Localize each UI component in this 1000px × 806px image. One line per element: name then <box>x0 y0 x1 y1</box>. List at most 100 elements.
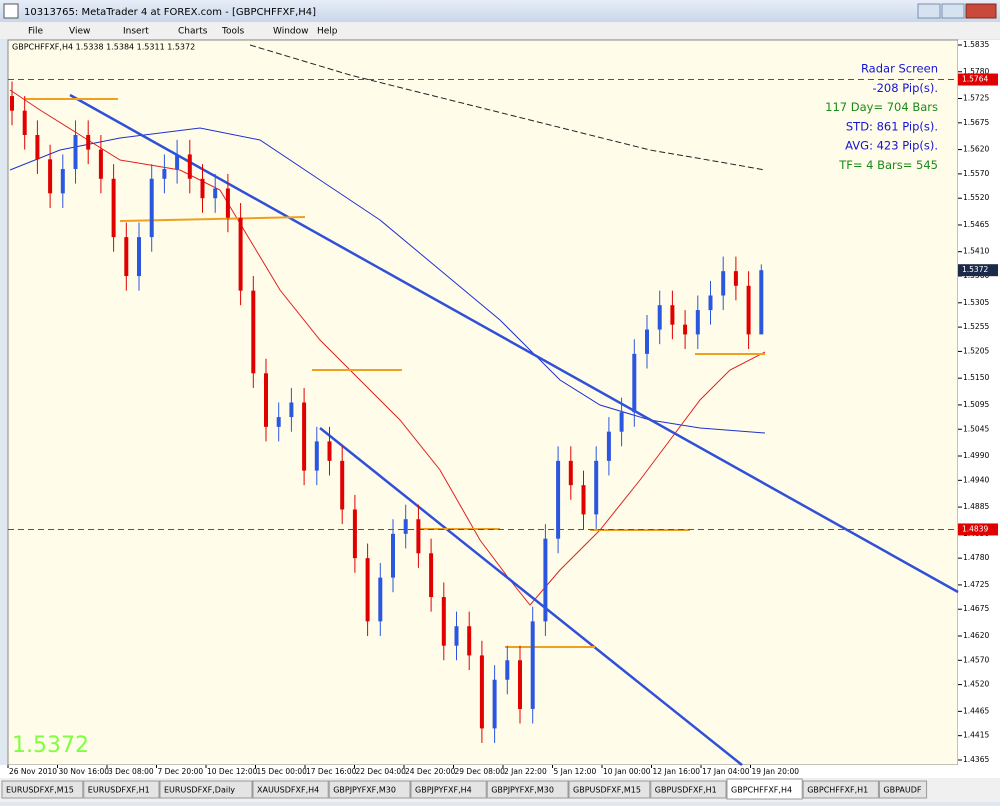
tab[interactable] <box>650 780 727 799</box>
candle-body <box>594 460 599 515</box>
y-tick-label: 1.5205 <box>963 346 989 355</box>
radar-line: TF= 4 Bars= 545 <box>838 158 938 172</box>
candle-body <box>467 626 472 656</box>
tab[interactable] <box>726 778 803 800</box>
y-tick-label: 1.4415 <box>963 731 989 740</box>
tab[interactable] <box>1 780 84 799</box>
candle-body <box>670 305 675 325</box>
time-axis <box>0 765 958 778</box>
candle-body <box>746 285 751 335</box>
candle-body <box>302 402 307 471</box>
tab-label[interactable]: GBPCHFFXF,H4 <box>731 786 792 795</box>
y-tick-label: 1.5150 <box>963 373 989 382</box>
y-tick-label: 1.4620 <box>963 631 989 640</box>
y-tick-label: 1.5520 <box>963 193 989 202</box>
moving-average-long <box>249 44 766 171</box>
candle-body <box>175 154 180 170</box>
radar-line: AVG: 423 Pip(s). <box>845 139 938 153</box>
menu-item: File <box>28 27 44 37</box>
candle-body <box>505 660 510 680</box>
y-tick-label: 1.4520 <box>963 680 989 689</box>
level-tag <box>958 523 998 536</box>
candle-body <box>289 402 294 418</box>
tab-label[interactable]: EURUSDFXF,M15 <box>6 786 74 795</box>
candle-body <box>111 178 116 238</box>
candle-body <box>98 149 103 179</box>
candle-body <box>695 310 700 335</box>
tab[interactable] <box>802 780 879 799</box>
candle-body <box>213 188 218 199</box>
candle-body <box>441 597 446 646</box>
x-tick-label: 22 Dec 04:00 <box>356 767 407 776</box>
y-tick-label: 1.5465 <box>963 220 989 229</box>
candle-body <box>530 621 535 709</box>
candle-body <box>733 271 738 286</box>
menu-item: Tools <box>221 27 244 37</box>
candle-body <box>60 169 65 194</box>
y-tick-label: 1.5675 <box>963 118 989 127</box>
candle-body <box>619 412 624 432</box>
x-tick-label: 7 Dec 20:00 <box>158 767 204 776</box>
moving-average-slow <box>9 127 766 434</box>
price-axis <box>958 40 1000 778</box>
trend-line <box>69 93 959 594</box>
tab-label[interactable]: EURUSDFXF,Daily <box>164 786 235 795</box>
candle-body <box>124 237 129 277</box>
y-tick-label: 1.5835 <box>963 40 989 49</box>
candle-body <box>137 237 141 277</box>
y-tick-label: 1.5725 <box>963 94 989 103</box>
tab[interactable] <box>83 780 160 799</box>
y-tick-label: 1.4780 <box>963 553 989 562</box>
tab-label[interactable]: GBPUSDFXF,M15 <box>573 786 641 795</box>
chart-header: GBPCHFFXF,H4 1.5338 1.5384 1.5311 1.5372 <box>12 43 195 52</box>
tab[interactable] <box>878 780 928 799</box>
candle-body <box>35 134 40 160</box>
y-tick-label: 1.5620 <box>963 145 989 154</box>
maximize[interactable] <box>941 3 965 19</box>
candle-body <box>200 178 205 199</box>
candle-body <box>479 655 484 729</box>
tab[interactable] <box>568 780 651 799</box>
candle-body <box>759 270 764 335</box>
minimize[interactable] <box>917 3 941 19</box>
candle-body <box>645 329 649 354</box>
tab-label[interactable]: GBPJPYFXF,M30 <box>491 786 554 795</box>
tab[interactable] <box>252 780 329 799</box>
window-title: 10313765: MetaTrader 4 at FOREX.com - [G… <box>24 7 316 18</box>
candle-body <box>518 660 522 709</box>
menu-item: Insert <box>123 27 149 37</box>
candle-body <box>657 305 662 330</box>
candle-body <box>86 134 91 150</box>
candle-body <box>556 460 561 539</box>
candle-body <box>264 373 268 427</box>
tab[interactable] <box>486 780 569 799</box>
candle-body <box>73 134 78 170</box>
candle-body <box>22 110 27 135</box>
tab-label[interactable]: GBPJPYFXF,H4 <box>415 786 472 795</box>
tab[interactable] <box>410 780 487 799</box>
tab-label[interactable]: EURUSDFXF,H1 <box>88 786 150 795</box>
radar-line: -208 Pip(s). <box>872 81 938 95</box>
candle-body <box>708 295 713 311</box>
x-tick-label: 5 Jan 12:00 <box>554 767 597 776</box>
y-tick-label: 1.5095 <box>963 400 989 409</box>
tab-label[interactable]: GBPCHFFXF,H1 <box>807 786 868 795</box>
menu-item: View <box>69 27 90 37</box>
candle-body <box>721 271 726 296</box>
tab[interactable] <box>159 780 253 799</box>
x-tick-label: 2 Jan 22:00 <box>504 767 547 776</box>
candle-body <box>581 485 586 515</box>
candle-body <box>340 460 345 510</box>
candle-body <box>251 290 256 374</box>
tab-label[interactable]: GBPJPYFXF,M30 <box>333 786 396 795</box>
tab-label[interactable]: XAUUSDFXF,H4 <box>257 786 319 795</box>
level-label: 1.5764 <box>962 75 988 84</box>
candle-body <box>276 417 281 427</box>
tab[interactable] <box>328 780 411 799</box>
y-tick-label: 1.4675 <box>963 604 989 613</box>
close[interactable] <box>965 3 997 19</box>
x-tick-label: 17 Dec 16:00 <box>306 767 357 776</box>
y-tick-label: 1.4990 <box>963 451 989 460</box>
tab-label[interactable]: GBPAUDF <box>883 786 921 795</box>
tab-label[interactable]: GBPUSDFXF,H1 <box>655 786 717 795</box>
